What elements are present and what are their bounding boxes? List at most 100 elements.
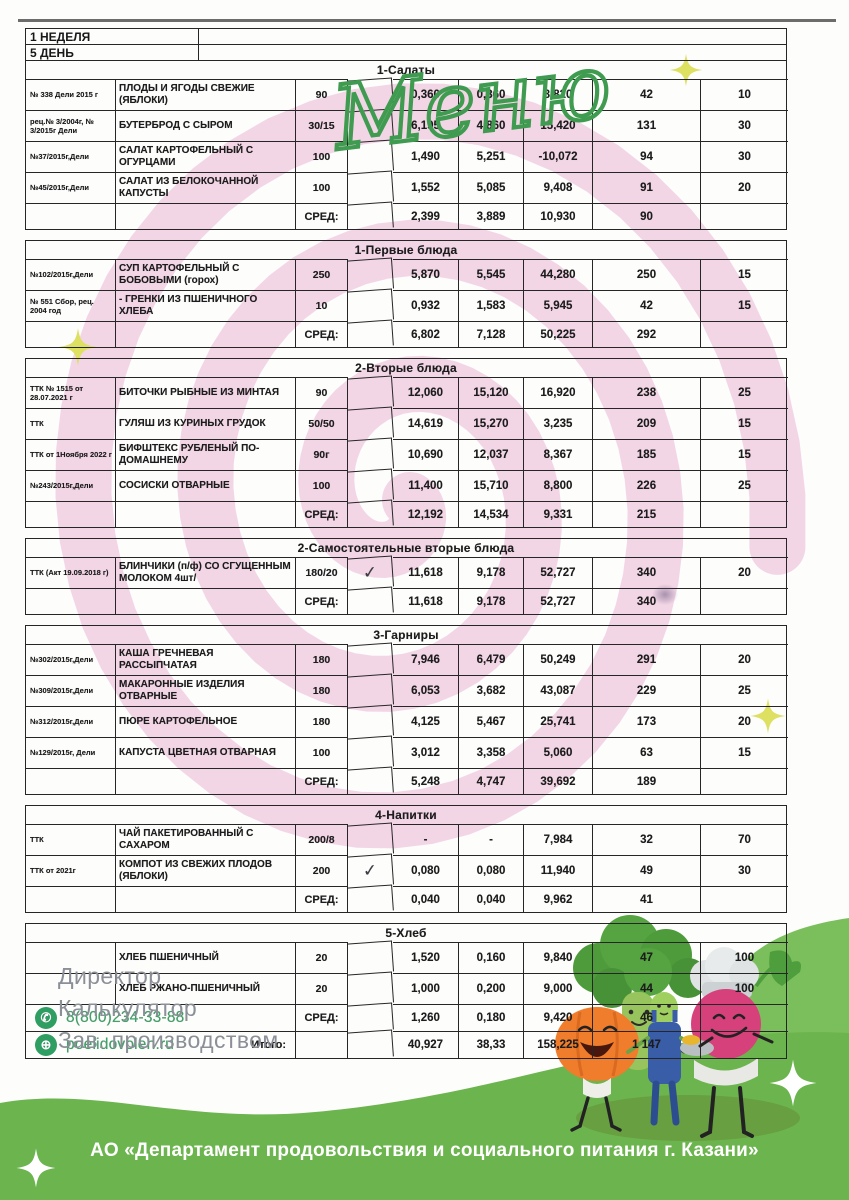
header-empty-cell: [198, 45, 786, 60]
check-cell: [346, 704, 395, 739]
green-banner-wave: [0, 1032, 849, 1200]
menu-row: ТТК ГУЛЯШ ИЗ КУРИНЫХ ГРУДОК 50/50 14,619 15,…: [26, 406, 788, 441]
value-cell: 5,085: [459, 172, 524, 203]
section-title-row: 3-Гарниры: [26, 626, 786, 644]
check-cell: [346, 468, 395, 503]
value-cell: 340: [593, 557, 701, 588]
menu-section: 1-Первые блюда №102/2015г,Дели СУП КАРТОФЕ…: [25, 240, 788, 349]
value-cell: 15: [701, 408, 788, 439]
recipe-ref-cell: [26, 942, 116, 973]
value-cell: 7,946: [393, 644, 459, 675]
section-title-row: 2-Вторые блюда: [26, 359, 786, 377]
value-cell: 9,408: [524, 172, 593, 203]
value-cell: 100: [701, 942, 788, 973]
avg-value-cell: 215: [593, 501, 701, 527]
globe-icon: ⊕: [35, 1034, 57, 1056]
avg-value-cell: 4,747: [459, 768, 524, 794]
header-row: 1 НЕДЕЛЯ: [26, 29, 786, 44]
dish-name-cell: СОСИСКИ ОТВАРНЫЕ: [116, 470, 296, 501]
check-cell: [346, 940, 395, 975]
dish-name-cell: ХЛЕБ ПШЕНИЧНЫЙ: [116, 942, 296, 973]
value-cell: 5,060: [524, 737, 593, 768]
check-cell: [347, 586, 394, 616]
dish-name-cell: ПЛОДЫ И ЯГОДЫ СВЕЖИЕ (ЯБЛОКИ): [116, 79, 296, 110]
avg-value-cell: 5,248: [393, 768, 459, 794]
value-cell: 131: [593, 110, 701, 141]
menu-row: ТТК № 1515 от 28.07.2021 г БИТОЧКИ РЫБНЫЕ…: [26, 375, 788, 410]
empty-name-cell: [116, 886, 296, 912]
dish-name-cell: КАПУСТА ЦВЕТНАЯ ОТВАРНАЯ: [116, 737, 296, 768]
empty-ref-cell: [26, 588, 116, 614]
recipe-ref-cell: № 338 Дели 2015 г: [26, 79, 116, 110]
menu-row: №45/2015г,Дели САЛАТ ИЗ БЕЛОКОЧАННОЙ КАПУ…: [26, 170, 788, 205]
recipe-ref-cell: ТТК от 1Ноября 2022 г: [26, 439, 116, 470]
portion-cell: 90: [296, 79, 348, 110]
value-cell: 25: [701, 470, 788, 501]
value-cell: 0,160: [459, 942, 524, 973]
value-cell: 6,053: [393, 675, 459, 706]
empty-name-cell: [116, 321, 296, 347]
avg-value-cell: 1,260: [393, 1004, 459, 1031]
avg-value-cell: [701, 886, 788, 912]
value-cell: 94: [593, 141, 701, 172]
value-cell: 12,037: [459, 439, 524, 470]
check-cell: [347, 319, 394, 349]
value-cell: 15,270: [459, 408, 524, 439]
menu-row: ТТК от 2021г КОМПОТ ИЗ СВЕЖИХ ПЛОДОВ (ЯБЛ…: [26, 853, 788, 888]
header-empty-cell: [198, 29, 786, 44]
menu-section: 4-Напитки ТТК ЧАЙ ПАКЕТИРОВАННЫЙ С САХАРОМ…: [25, 805, 788, 914]
section-title-row: 5-Хлеб: [26, 924, 786, 942]
recipe-ref-cell: №243/2015г,Дели: [26, 470, 116, 501]
value-cell: 16,920: [524, 377, 593, 408]
avg-value-cell: 9,962: [524, 886, 593, 912]
value-cell: 1,000: [393, 973, 459, 1004]
check-cell: [346, 77, 395, 112]
value-cell: 30: [701, 110, 788, 141]
recipe-ref-cell: ТТК: [26, 824, 116, 855]
website-contact-cell: ⊕ poelidovolen.ru Итого:: [26, 1031, 296, 1058]
avg-value-cell: [701, 588, 788, 614]
empty-name-cell: [116, 588, 296, 614]
value-cell: 15: [701, 439, 788, 470]
value-cell: 25,741: [524, 706, 593, 737]
value-cell: 15: [701, 259, 788, 290]
avg-value-cell: 12,192: [393, 501, 459, 527]
section-title-row: 4-Напитки: [26, 806, 786, 824]
portion-cell: 10: [296, 290, 348, 321]
check-cell: ✓: [346, 853, 395, 888]
empty-ref-cell: [26, 768, 116, 794]
menu-row: №129/2015г, Дели КАПУСТА ЦВЕТНАЯ ОТВАРНАЯ…: [26, 735, 788, 770]
cucumber-character: [626, 992, 702, 1126]
value-cell: 100: [701, 973, 788, 1004]
recipe-ref-cell: №129/2015г, Дели: [26, 737, 116, 768]
menu-row: №312/2015г,Дели ПЮРЕ КАРТОФЕЛЬНОЕ 180 4,125…: [26, 704, 788, 739]
totals-row: ⊕ poelidovolen.ru Итого: 40,927 38,33 158,225…: [26, 1029, 788, 1060]
menu-section: 2-Вторые блюда ТТК № 1515 от 28.07.2021 г…: [25, 358, 788, 529]
recipe-ref-cell: №37/2015г,Дели: [26, 141, 116, 172]
recipe-ref-cell: № 551 Сбор, рец. 2004 год: [26, 290, 116, 321]
avg-row: СРЕД: 0,040 0,040 9,962 41: [26, 884, 788, 914]
check-cell: [346, 822, 395, 857]
value-cell: 14,619: [393, 408, 459, 439]
empty-cell: [296, 1031, 348, 1058]
signature-calculator: Калькулятор: [58, 995, 198, 1021]
beet-chef-character: [680, 947, 801, 1138]
avg-value-cell: 0,040: [459, 886, 524, 912]
section-title: 4-Напитки: [375, 808, 437, 822]
sparkle-yellow-top: [669, 53, 703, 87]
recipe-ref-cell: №302/2015г,Дели: [26, 644, 116, 675]
value-cell: 32: [593, 824, 701, 855]
value-cell: 20: [701, 706, 788, 737]
portion-cell: 30/15: [296, 110, 348, 141]
avg-row: СРЕД: 5,248 4,747 39,692 189: [26, 766, 788, 796]
check-cell: ✓: [346, 555, 395, 590]
phone-contact-cell: ✆ 8(800)234-33-88: [26, 1004, 296, 1031]
value-cell: 20: [701, 644, 788, 675]
recipe-ref-cell: ТТК от 2021г: [26, 855, 116, 886]
value-cell: 10: [701, 79, 788, 110]
dish-name-cell: БИТОЧКИ РЫБНЫЕ ИЗ МИНТАЯ: [116, 377, 296, 408]
value-cell: 9,000: [524, 973, 593, 1004]
menu-row: рец.№ 3/2004г, № 3/2015г Дели БУТЕРБРОД С…: [26, 108, 788, 143]
sparkle-yellow-right: [750, 698, 786, 734]
